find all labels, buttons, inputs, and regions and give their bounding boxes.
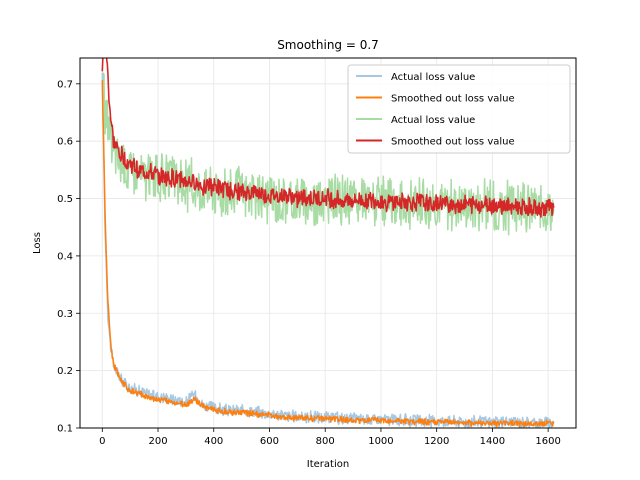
x-tick-label: 1200 <box>424 436 449 447</box>
plot-frame <box>79 57 577 429</box>
y-axis-label: Loss <box>32 232 43 254</box>
series-line-2 <box>101 80 555 428</box>
x-axis-label: Iteration <box>307 459 349 470</box>
legend: Actual loss value Smoothed out loss value… <box>347 64 571 154</box>
legend-label-4: Smoothed out loss value <box>391 137 515 148</box>
series-line-3 <box>101 72 555 236</box>
x-tick-label: 1000 <box>368 436 393 447</box>
series-line-4 <box>101 58 555 218</box>
legend-box <box>347 64 571 154</box>
x-tick-label: 0 <box>99 436 105 447</box>
legend-label-1: Actual loss value <box>391 72 475 83</box>
legend-label-3: Actual loss value <box>391 115 475 126</box>
x-tick-label: 200 <box>148 436 167 447</box>
x-tick-label: 600 <box>260 436 279 447</box>
y-axis: 0.1 0.2 0.3 0.4 0.5 0.6 0.7 <box>57 79 80 435</box>
y-tick-label: 0.1 <box>57 424 73 435</box>
legend-label-2: Smoothed out loss value <box>391 94 515 105</box>
y-tick-label: 0.5 <box>57 194 73 205</box>
y-tick-label: 0.6 <box>57 137 73 148</box>
x-axis: 0 200 400 600 800 1000 1200 1400 1600 <box>99 428 561 447</box>
y-tick-label: 0.3 <box>57 309 73 320</box>
x-tick-label: 1400 <box>480 436 505 447</box>
x-tick-label: 800 <box>316 436 335 447</box>
x-tick-label: 1600 <box>535 436 560 447</box>
y-tick-label: 0.4 <box>57 251 73 262</box>
y-tick-label: 0.2 <box>57 366 73 377</box>
series-layer <box>101 58 555 428</box>
chart-title: Smoothing = 0.7 <box>277 38 379 52</box>
y-tick-label: 0.7 <box>57 79 73 90</box>
x-tick-label: 400 <box>204 436 223 447</box>
